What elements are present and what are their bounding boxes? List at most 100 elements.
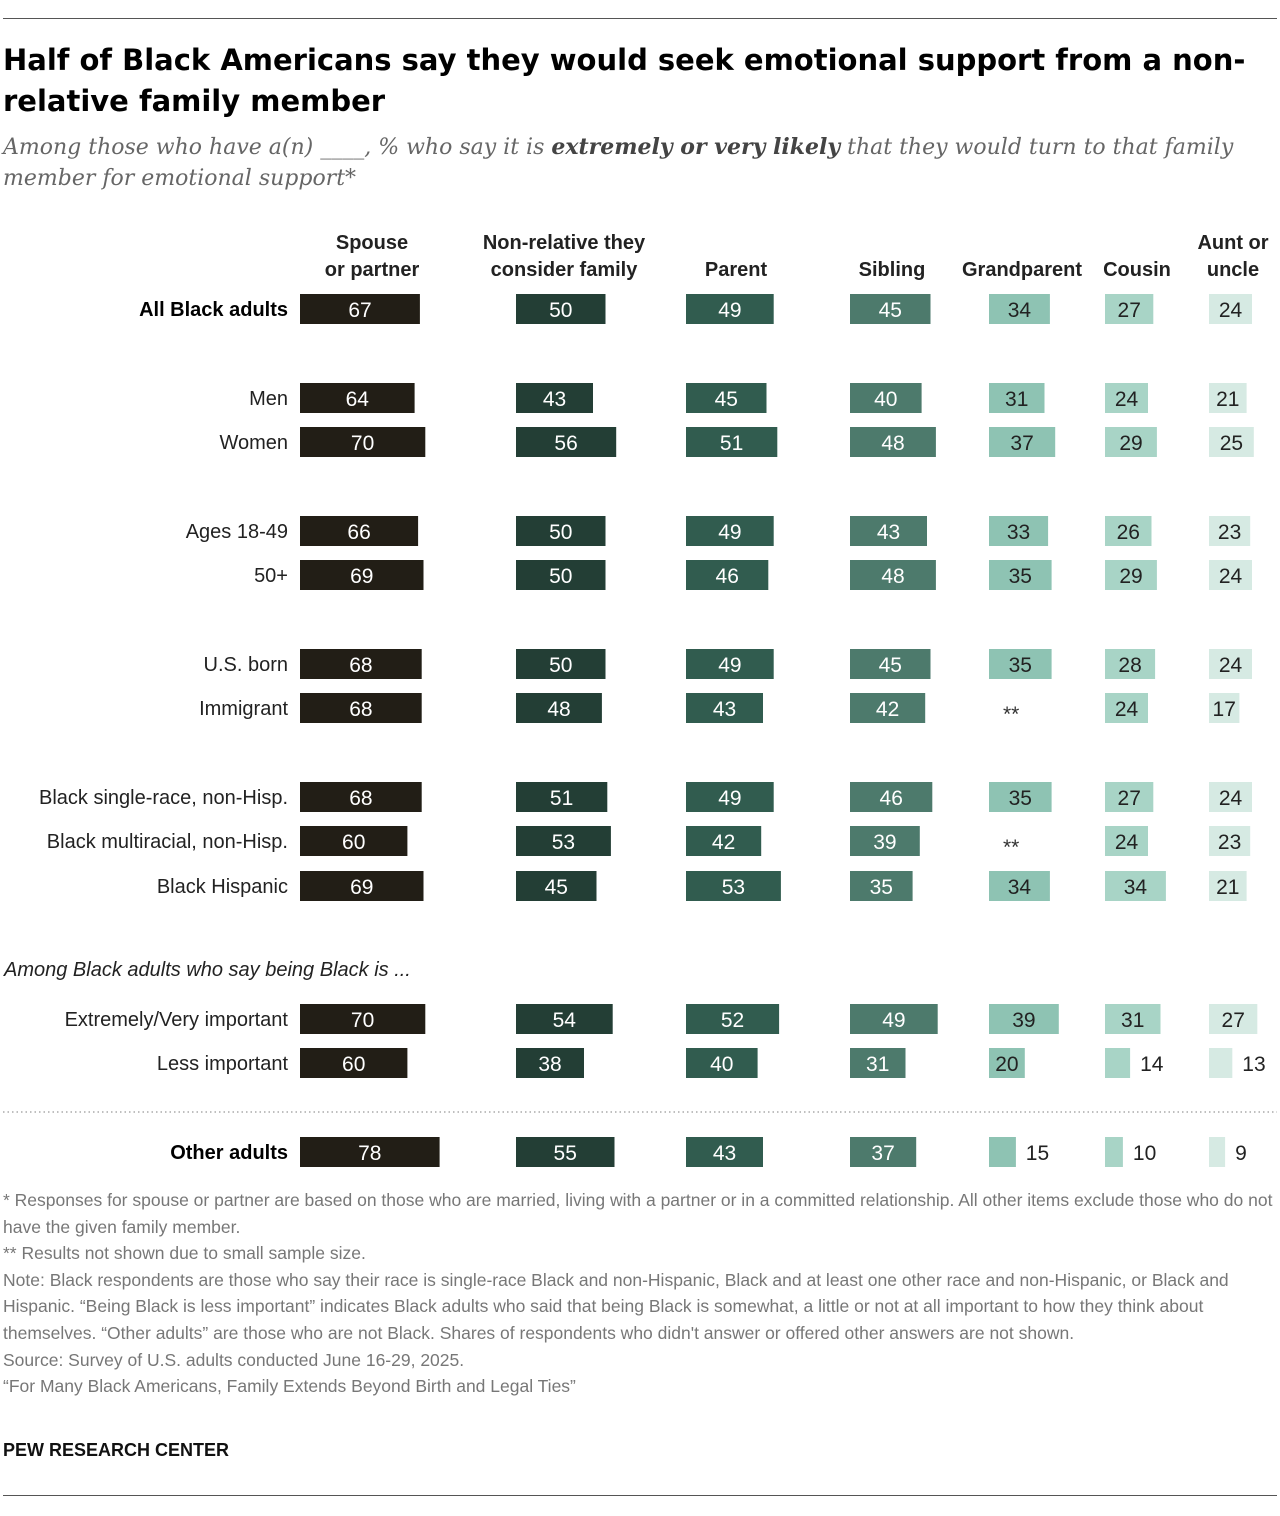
bar-non-relative-they-consider-family [516, 294, 606, 324]
row-label-less-important: Less important [157, 1053, 289, 1075]
value-label: 25 [1220, 432, 1243, 455]
subtitle-part-2: that they would turn to that family memb… [3, 135, 1234, 191]
bar-aunt-or-uncle [1209, 1004, 1258, 1034]
bar-parent [686, 560, 769, 590]
bar-spouse-or-partner [300, 383, 415, 413]
top-rule [3, 18, 1277, 19]
value-label: 69 [350, 565, 373, 588]
bar-cousin [1105, 1137, 1123, 1167]
bar-parent [686, 516, 774, 546]
row-label-other-adults: Other adults [170, 1142, 288, 1164]
bar-spouse-or-partner [300, 1048, 408, 1078]
value-label: 46 [880, 787, 903, 810]
value-label: 31 [866, 1053, 889, 1076]
value-label: 17 [1213, 698, 1236, 721]
bar-cousin [1105, 294, 1154, 324]
value-label: 35 [1009, 565, 1032, 588]
bar-cousin [1105, 826, 1148, 856]
value-label: 39 [1012, 1009, 1035, 1032]
bar-aunt-or-uncle [1209, 383, 1247, 413]
bar-sibling [850, 427, 936, 457]
value-label: 39 [873, 831, 896, 854]
row-label-black-hispanic: Black Hispanic [157, 876, 288, 898]
row-label-black-multiracial-non-hisp: Black multiracial, non-Hisp. [47, 831, 288, 853]
bar-non-relative-they-consider-family [516, 383, 593, 413]
value-label: 35 [870, 876, 893, 899]
bar-spouse-or-partner [300, 649, 422, 679]
value-label: 55 [554, 1142, 577, 1165]
value-label: 10 [1133, 1142, 1156, 1165]
row-label-men: Men [249, 388, 288, 410]
row-label-ages-18-49: Ages 18-49 [186, 521, 288, 543]
column-header-sibling: Sibling [859, 259, 926, 281]
bar-aunt-or-uncle [1209, 1048, 1233, 1078]
column-header-cousin: Cousin [1103, 259, 1171, 281]
column-header-parent: Parent [705, 259, 768, 281]
bar-spouse-or-partner [300, 294, 420, 324]
bar-grandparent [989, 1137, 1016, 1167]
brand-logo-text: PEW RESEARCH CENTER [3, 1440, 230, 1460]
value-label: 24 [1115, 831, 1139, 854]
bar-spouse-or-partner [300, 560, 424, 590]
bar-grandparent [989, 782, 1052, 812]
bar-non-relative-they-consider-family [516, 560, 606, 590]
value-label: 49 [718, 654, 741, 677]
footnote-report-title: “For Many Black Americans, Family Extend… [3, 1376, 576, 1397]
bar-cousin [1105, 427, 1157, 457]
value-label: 42 [876, 698, 899, 721]
value-label: 46 [716, 565, 739, 588]
value-label: 53 [722, 876, 745, 899]
column-header-non-relative-they-consider-family: Non-relative they consider family [483, 232, 646, 281]
bar-sibling [850, 1004, 938, 1034]
column-header-line: Aunt or [1197, 232, 1268, 254]
bar-cousin [1105, 560, 1157, 590]
footnote-asterisk: * Responses for spouse or partner are ba… [3, 1190, 1273, 1237]
group-label: Among Black adults who say being Black i… [3, 959, 411, 981]
bar-spouse-or-partner [300, 871, 424, 901]
value-label: 21 [1216, 388, 1239, 411]
subtitle-emphasis: extremely or very likely [551, 134, 841, 160]
value-label: 60 [342, 831, 365, 854]
value-label: 15 [1026, 1142, 1049, 1165]
bar-aunt-or-uncle [1209, 693, 1240, 723]
value-label: 20 [995, 1053, 1018, 1076]
bar-non-relative-they-consider-family [516, 1004, 613, 1034]
bar-grandparent [989, 383, 1045, 413]
bar-parent [686, 649, 774, 679]
value-label: 48 [547, 698, 570, 721]
value-label: 31 [1005, 388, 1028, 411]
value-label: 14 [1140, 1053, 1164, 1076]
bar-aunt-or-uncle [1209, 782, 1252, 812]
value-label: 45 [879, 654, 902, 677]
value-label: 68 [349, 787, 372, 810]
bar-grandparent [989, 649, 1052, 679]
bar-chart: Spouse or partner Non-relative they conside… [3, 232, 1277, 1167]
bar-parent [686, 693, 763, 723]
value-label: 42 [712, 831, 735, 854]
value-label: 43 [713, 1142, 736, 1165]
column-header-aunt-or-uncle: Aunt or uncle [1197, 232, 1268, 281]
bar-sibling [850, 1137, 917, 1167]
value-label: 50 [549, 521, 572, 544]
row-label-extremely-very-important: Extremely/Very important [65, 1009, 289, 1031]
value-label: 54 [553, 1009, 577, 1032]
bar-parent [686, 826, 762, 856]
value-label: 38 [538, 1053, 561, 1076]
bar-cousin [1105, 693, 1148, 723]
value-label: 48 [881, 565, 904, 588]
row-label-women: Women [219, 432, 288, 454]
value-label: 35 [1009, 787, 1032, 810]
column-header-line: Spouse [336, 232, 408, 254]
value-label: 37 [871, 1142, 894, 1165]
bar-sibling [850, 383, 922, 413]
bar-aunt-or-uncle [1209, 560, 1252, 590]
row-label-50: 50+ [254, 565, 288, 587]
row-label-immigrant: Immigrant [199, 698, 288, 720]
value-label: 51 [550, 787, 573, 810]
bar-sibling [850, 782, 933, 812]
column-header-line: uncle [1207, 259, 1259, 281]
value-label: 26 [1117, 521, 1140, 544]
bar-spouse-or-partner [300, 516, 419, 546]
bar-spouse-or-partner [300, 427, 426, 457]
bar-sibling [850, 1048, 906, 1078]
